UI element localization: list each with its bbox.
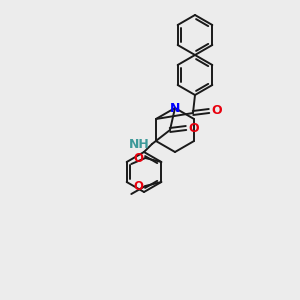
Text: O: O xyxy=(188,122,199,134)
Text: O: O xyxy=(133,179,143,193)
Text: O: O xyxy=(133,152,143,164)
Text: N: N xyxy=(170,101,180,115)
Text: O: O xyxy=(211,104,222,118)
Text: NH: NH xyxy=(129,137,150,151)
